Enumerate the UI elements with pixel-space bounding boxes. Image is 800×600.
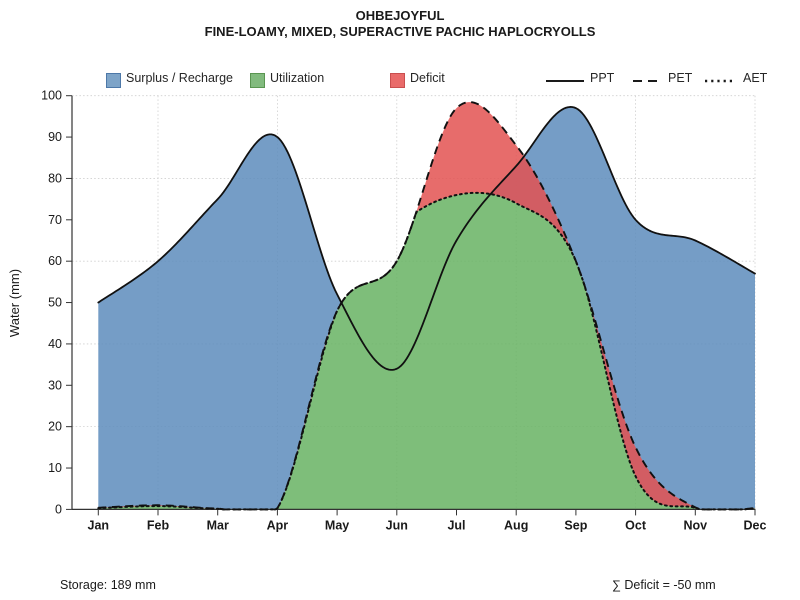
svg-text:Aug: Aug xyxy=(504,518,528,532)
svg-text:70: 70 xyxy=(48,213,62,227)
svg-text:90: 90 xyxy=(48,130,62,144)
svg-text:May: May xyxy=(325,518,349,532)
svg-text:Apr: Apr xyxy=(267,518,289,532)
svg-text:Sep: Sep xyxy=(564,518,587,532)
svg-text:10: 10 xyxy=(48,461,62,475)
svg-text:20: 20 xyxy=(48,420,62,434)
svg-text:0: 0 xyxy=(55,502,62,516)
svg-text:Mar: Mar xyxy=(207,518,229,532)
svg-text:Feb: Feb xyxy=(147,518,170,532)
svg-text:Jul: Jul xyxy=(447,518,465,532)
svg-text:50: 50 xyxy=(48,296,62,310)
svg-text:Jun: Jun xyxy=(386,518,408,532)
svg-text:Dec: Dec xyxy=(744,518,767,532)
svg-text:30: 30 xyxy=(48,378,62,392)
svg-text:40: 40 xyxy=(48,337,62,351)
svg-text:Oct: Oct xyxy=(625,518,647,532)
svg-text:Nov: Nov xyxy=(683,518,707,532)
svg-text:80: 80 xyxy=(48,171,62,185)
svg-text:60: 60 xyxy=(48,254,62,268)
svg-text:Jan: Jan xyxy=(88,518,110,532)
svg-text:100: 100 xyxy=(41,89,62,103)
